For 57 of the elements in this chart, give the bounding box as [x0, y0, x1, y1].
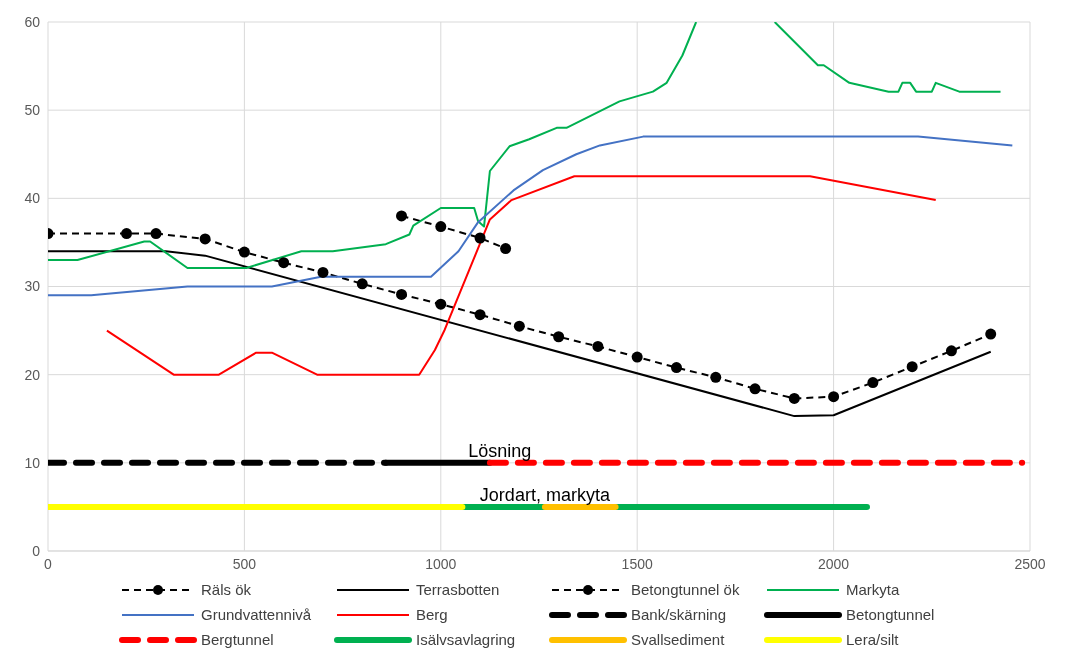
line-series [105, 175, 937, 376]
legend-label: Bergtunnel [201, 631, 274, 648]
point [906, 361, 918, 373]
y-tick-label: 0 [32, 542, 41, 559]
point [945, 345, 957, 357]
point [985, 328, 997, 340]
y-tick-label: 40 [24, 190, 41, 207]
point [278, 257, 290, 269]
point [749, 383, 761, 395]
annotation: Jordart, markyta [479, 484, 611, 505]
y-tick-label: 50 [24, 102, 41, 119]
point [828, 391, 840, 403]
point [396, 288, 408, 300]
legend-label: Betongtunnel [846, 606, 935, 623]
annotation: Lösning [468, 440, 532, 461]
point [150, 228, 162, 240]
point [867, 377, 879, 389]
legend-label: Grundvattennivå [201, 606, 312, 623]
legend-label: Betongtunnel ök [631, 581, 740, 598]
point [670, 362, 682, 374]
point [513, 320, 525, 332]
point [396, 210, 408, 222]
line-series [48, 135, 1014, 297]
y-tick-label: 20 [24, 366, 41, 383]
x-tick-label: 500 [232, 555, 257, 572]
legend-label: Svallsediment [631, 631, 725, 648]
legend-label: Terrasbotten [416, 581, 500, 598]
x-tick-label: 2500 [1014, 555, 1046, 572]
legend-label: Berg [416, 606, 448, 623]
legend-label: Isälvsavlagring [416, 631, 516, 648]
point [474, 309, 486, 321]
point [500, 243, 512, 255]
x-tick-label: 2000 [818, 555, 850, 572]
y-tick-label: 10 [24, 454, 41, 471]
point [710, 371, 722, 383]
point [788, 392, 800, 404]
point [199, 233, 211, 245]
point [238, 246, 250, 258]
point [356, 278, 368, 290]
legend-label: Bank/skärning [631, 606, 727, 623]
x-tick-label: 1500 [621, 555, 653, 572]
legend-label: Lera/silt [846, 631, 899, 648]
point [317, 266, 329, 278]
point [553, 331, 565, 343]
y-tick-label: 30 [24, 278, 41, 295]
legend-label: Markyta [846, 581, 900, 598]
point [631, 351, 643, 363]
point [435, 298, 447, 310]
point [121, 228, 133, 240]
line-series [48, 250, 992, 418]
x-tick-label: 1000 [425, 555, 457, 572]
point [592, 340, 604, 352]
x-tick-label: 0 [44, 555, 53, 572]
legend-label: Räls ök [201, 581, 252, 598]
point [474, 232, 486, 244]
point [435, 221, 447, 233]
y-tick-label: 60 [24, 13, 41, 30]
